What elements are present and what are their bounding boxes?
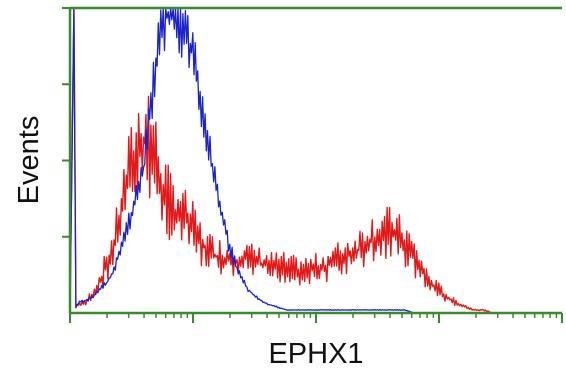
series-line-1: [69, 7, 562, 314]
y-axis-title: Events: [13, 116, 45, 205]
axis-ticks: [62, 7, 563, 323]
x-axis-title: EPHX1: [268, 338, 363, 370]
